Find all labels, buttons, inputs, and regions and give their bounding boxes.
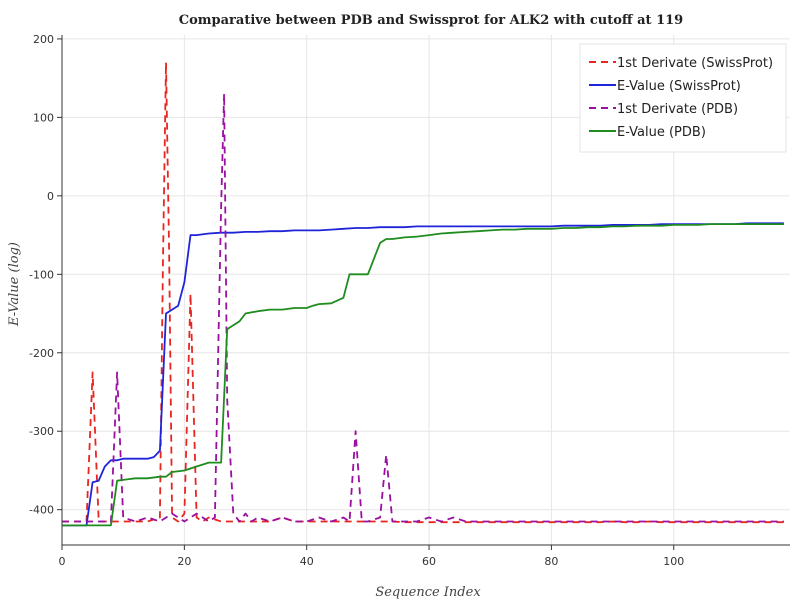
y-tick-label: -200 bbox=[29, 347, 54, 360]
series-layer bbox=[62, 61, 784, 527]
y-tick-label: 0 bbox=[47, 190, 54, 203]
x-tick-label: 80 bbox=[544, 555, 558, 568]
x-tick-label: 40 bbox=[300, 555, 314, 568]
x-tick-label: 20 bbox=[177, 555, 191, 568]
legend: 1st Derivate (SwissProt) E-Value (SwissPr… bbox=[579, 43, 787, 153]
series-line-4 bbox=[62, 223, 784, 527]
y-tick-label: -100 bbox=[29, 268, 54, 281]
legend-label: E-Value (SwissProt) bbox=[617, 79, 741, 94]
x-axis-label: Sequence Index bbox=[375, 585, 481, 600]
chart-title: Comparative between PDB and Swissprot fo… bbox=[179, 13, 683, 28]
y-tick-label: 100 bbox=[33, 111, 54, 124]
x-tick-label: 60 bbox=[422, 555, 436, 568]
series-line-3 bbox=[62, 92, 784, 523]
axes bbox=[57, 35, 790, 550]
y-axis-label: E-Value (log) bbox=[7, 242, 22, 327]
legend-label: E-Value (PDB) bbox=[617, 125, 706, 140]
series-line-1 bbox=[62, 61, 784, 524]
x-tick-label: 0 bbox=[59, 555, 66, 568]
legend-label: 1st Derivate (SwissProt) bbox=[617, 56, 773, 71]
tick-labels: -400 -300 -200 -100 0 100 200 0 20 40 60 80 100 bbox=[29, 33, 684, 568]
y-tick-label: -400 bbox=[29, 504, 54, 517]
y-tick-label: -300 bbox=[29, 425, 54, 438]
y-tick-label: 200 bbox=[33, 33, 54, 46]
x-tick-label: 100 bbox=[663, 555, 684, 568]
legend-label: 1st Derivate (PDB) bbox=[617, 102, 738, 117]
